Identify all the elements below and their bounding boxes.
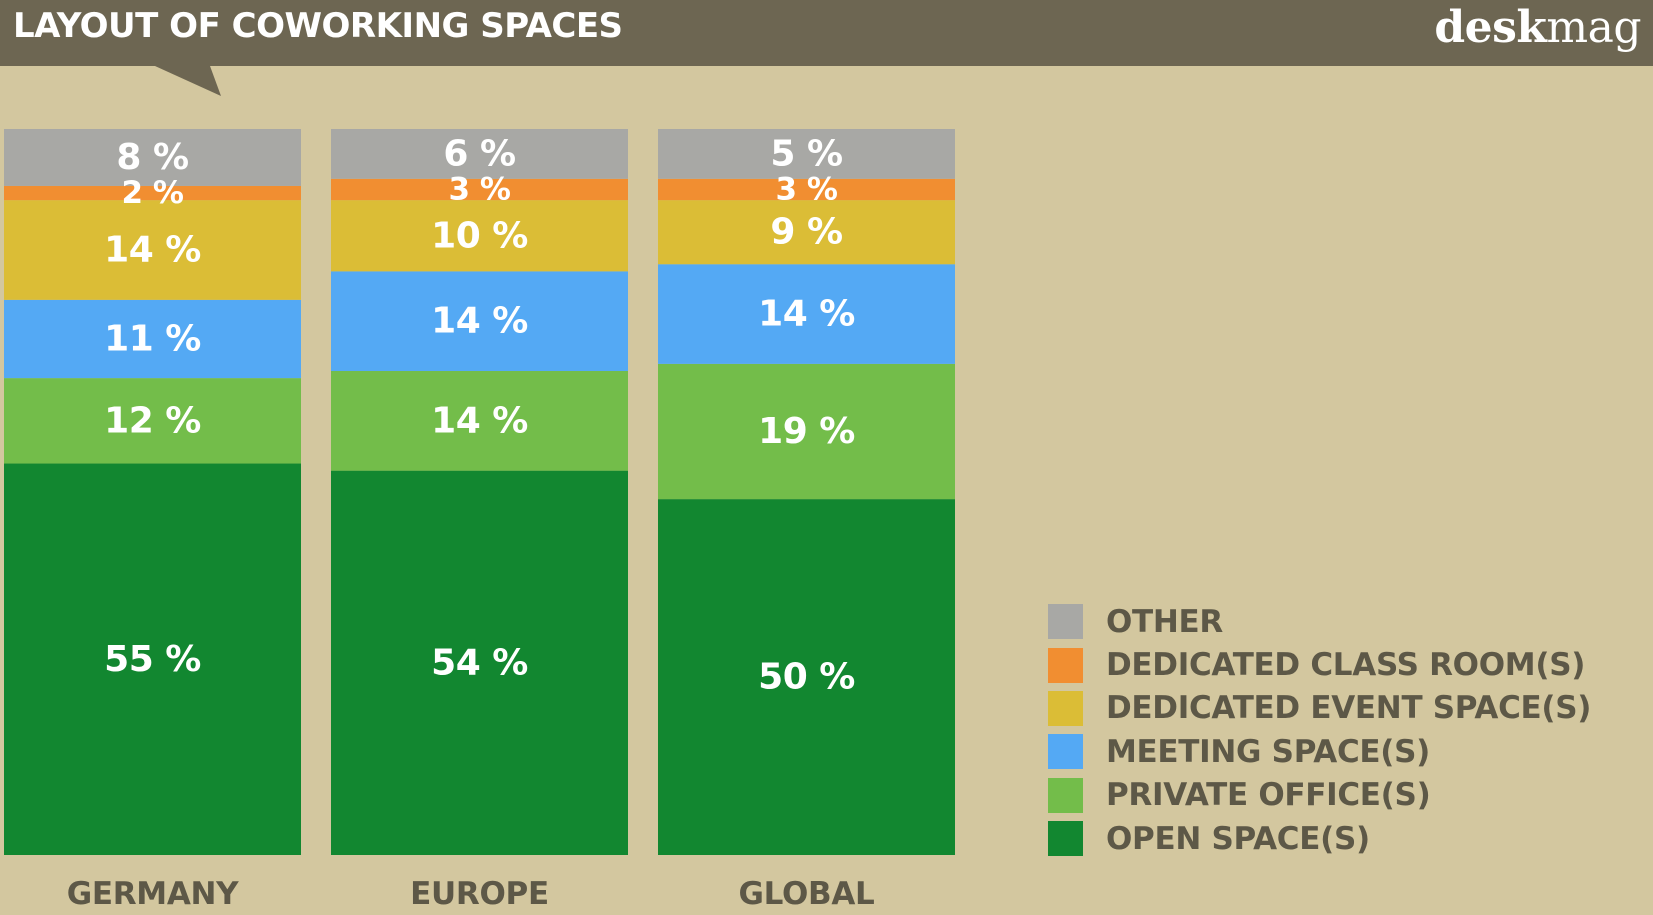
legend-swatch-other <box>1048 604 1083 640</box>
bar-segment-germany-dedicated-class-room-s <box>4 185 301 201</box>
value-label-germany-open-space-s: 55 % <box>104 639 201 680</box>
legend-item-dedicated-event-space-s: DEDICATED EVENT SPACE(S) <box>1048 687 1591 730</box>
bar-segment-europe-dedicated-class-room-s <box>331 178 628 201</box>
value-label-global-meeting-space-s: 14 % <box>758 294 855 335</box>
bar-segment-europe-meeting-space-s <box>331 271 628 371</box>
chart-legend: OTHER DEDICATED CLASS ROOM(S) DEDICATED EV… <box>1048 600 1591 860</box>
value-label-europe-other: 6 % <box>443 133 515 174</box>
legend-label-meeting-space-s: MEETING SPACE(S) <box>1106 733 1431 770</box>
bar-segment-germany-open-space-s <box>4 463 301 855</box>
value-label-global-open-space-s: 50 % <box>758 657 855 698</box>
value-label-germany-meeting-space-s: 11 % <box>104 318 201 359</box>
legend-label-private-office-s: PRIVATE OFFICE(S) <box>1106 777 1431 814</box>
legend-swatch-dedicated-event-space-s <box>1048 690 1083 726</box>
value-label-europe-open-space-s: 54 % <box>431 642 528 683</box>
brand-logo: deskmag <box>1434 2 1641 53</box>
bar-segment-global-private-office-s <box>658 363 955 500</box>
bar-segment-europe-private-office-s <box>331 371 628 471</box>
legend-label-dedicated-event-space-s: DEDICATED EVENT SPACE(S) <box>1106 690 1592 727</box>
value-label-germany-private-office-s: 12 % <box>104 400 201 441</box>
bar-segment-global-other <box>658 129 955 179</box>
bar-segment-global-dedicated-class-room-s <box>658 178 955 201</box>
legend-swatch-private-office-s <box>1048 777 1083 813</box>
legend-item-open-space-s: OPEN SPACE(S) <box>1048 817 1591 860</box>
header-bar <box>0 0 1653 66</box>
value-label-germany-other: 8 % <box>116 137 188 178</box>
value-label-europe-private-office-s: 14 % <box>431 400 528 441</box>
brand-logo-bold: desk <box>1434 2 1547 53</box>
legend-label-other: OTHER <box>1106 603 1223 640</box>
legend-item-other: OTHER <box>1048 600 1591 643</box>
value-label-europe-dedicated-event-space-s: 10 % <box>431 215 528 256</box>
legend-item-private-office-s: PRIVATE OFFICE(S) <box>1048 774 1591 817</box>
bar-segment-global-dedicated-event-space-s <box>658 200 955 265</box>
bar-segment-germany-other <box>4 129 301 186</box>
category-label-germany: GERMANY <box>67 876 239 912</box>
bar-segment-global-open-space-s <box>658 499 955 855</box>
bar-segment-europe-dedicated-event-space-s <box>331 200 628 272</box>
legend-item-meeting-space-s: MEETING SPACE(S) <box>1048 730 1591 773</box>
bar-segment-europe-other <box>331 129 628 179</box>
legend-item-dedicated-class-room-s: DEDICATED CLASS ROOM(S) <box>1048 643 1591 686</box>
value-label-global-dedicated-event-space-s: 9 % <box>770 212 842 253</box>
value-label-europe-dedicated-class-room-s: 3 % <box>449 172 511 208</box>
legend-label-open-space-s: OPEN SPACE(S) <box>1106 820 1370 857</box>
bar-segment-germany-meeting-space-s <box>4 299 301 379</box>
legend-label-dedicated-class-room-s: DEDICATED CLASS ROOM(S) <box>1106 647 1586 684</box>
category-label-global: GLOBAL <box>738 876 874 912</box>
value-label-global-other: 5 % <box>770 133 842 174</box>
value-label-europe-meeting-space-s: 14 % <box>431 301 528 342</box>
bar-segment-global-meeting-space-s <box>658 264 955 364</box>
page-title: LAYOUT OF COWORKING SPACES <box>13 6 623 46</box>
value-label-germany-dedicated-event-space-s: 14 % <box>104 230 201 271</box>
bar-segment-germany-dedicated-event-space-s <box>4 200 301 300</box>
value-label-germany-dedicated-class-room-s: 2 % <box>122 175 184 211</box>
legend-swatch-open-space-s <box>1048 821 1083 857</box>
brand-logo-regular: mag <box>1546 2 1641 53</box>
legend-swatch-dedicated-class-room-s <box>1048 647 1083 683</box>
value-label-global-dedicated-class-room-s: 3 % <box>776 172 838 208</box>
bar-segment-europe-open-space-s <box>331 470 628 855</box>
legend-swatch-meeting-space-s <box>1048 734 1083 770</box>
category-label-europe: EUROPE <box>410 876 549 912</box>
bar-segment-germany-private-office-s <box>4 378 301 464</box>
value-label-global-private-office-s: 19 % <box>758 411 855 452</box>
